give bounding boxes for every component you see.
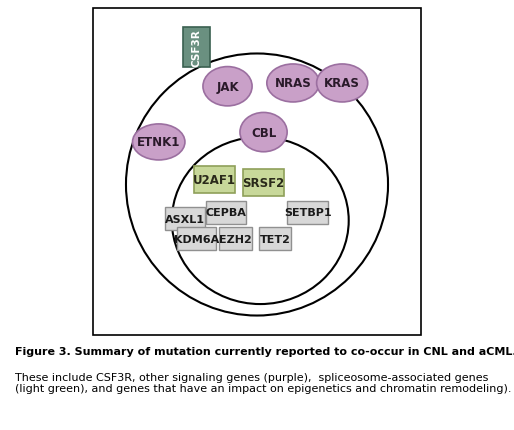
Text: These include CSF3R, other signaling genes (purple),  spliceosome-associated gen: These include CSF3R, other signaling gen… bbox=[15, 372, 512, 393]
Text: ASXL1: ASXL1 bbox=[165, 215, 205, 224]
Text: CEPBA: CEPBA bbox=[206, 208, 246, 218]
FancyBboxPatch shape bbox=[243, 170, 284, 197]
FancyBboxPatch shape bbox=[93, 9, 421, 335]
FancyBboxPatch shape bbox=[194, 167, 235, 194]
FancyBboxPatch shape bbox=[287, 201, 328, 224]
Text: KRAS: KRAS bbox=[324, 77, 360, 90]
Text: Figure 3. Summary of mutation currently reported to co-occur in CNL and aCML.: Figure 3. Summary of mutation currently … bbox=[15, 346, 514, 356]
FancyBboxPatch shape bbox=[177, 227, 216, 250]
FancyBboxPatch shape bbox=[259, 227, 291, 250]
Text: SETBP1: SETBP1 bbox=[284, 208, 332, 218]
Text: NRAS: NRAS bbox=[274, 77, 311, 90]
Text: CBL: CBL bbox=[251, 126, 276, 139]
Ellipse shape bbox=[317, 65, 368, 103]
Text: KDM6A: KDM6A bbox=[174, 234, 219, 244]
Text: JAK: JAK bbox=[216, 80, 239, 93]
FancyBboxPatch shape bbox=[206, 201, 246, 224]
FancyBboxPatch shape bbox=[219, 227, 252, 250]
Text: CSF3R: CSF3R bbox=[191, 29, 201, 67]
FancyBboxPatch shape bbox=[183, 28, 210, 68]
Ellipse shape bbox=[133, 125, 185, 160]
FancyBboxPatch shape bbox=[166, 208, 205, 231]
Ellipse shape bbox=[240, 113, 287, 152]
Text: SRSF2: SRSF2 bbox=[243, 177, 285, 190]
Text: TET2: TET2 bbox=[260, 234, 290, 244]
Ellipse shape bbox=[203, 68, 252, 107]
Text: U2AF1: U2AF1 bbox=[193, 174, 236, 187]
Text: ETNK1: ETNK1 bbox=[137, 136, 180, 149]
Ellipse shape bbox=[267, 65, 319, 103]
Text: EZH2: EZH2 bbox=[219, 234, 252, 244]
